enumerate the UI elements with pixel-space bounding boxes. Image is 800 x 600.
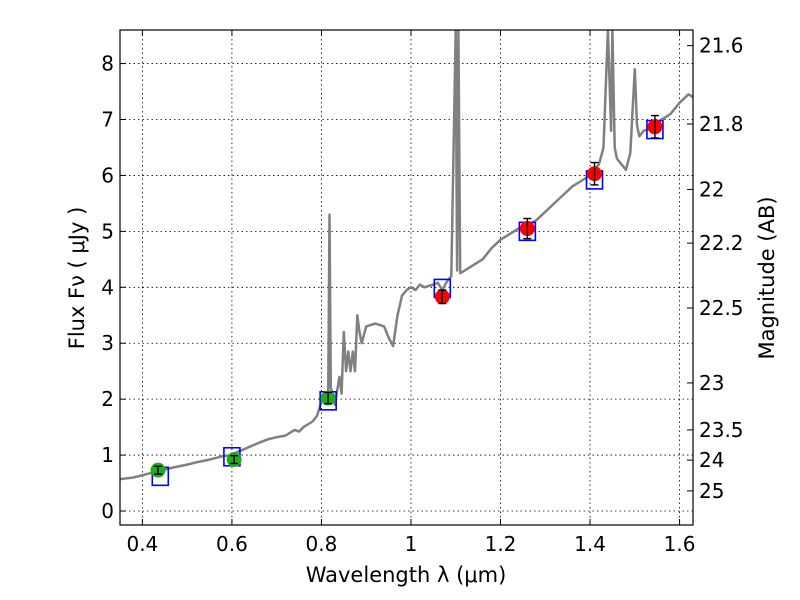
- y-axis-label: Flux Fν ( μJy ): [65, 207, 89, 350]
- data-layer: [120, 30, 693, 481]
- x-tick-label: 0.6: [216, 532, 248, 556]
- y-axis-right-label: Magnitude (AB): [755, 196, 779, 359]
- marker-layer: [150, 114, 664, 487]
- grid: [120, 30, 693, 525]
- x-axis-label: Wavelength λ (μm): [306, 563, 507, 587]
- x-tick-label: 0.4: [126, 532, 158, 556]
- right-tick-label: 23.5: [699, 418, 744, 442]
- y-tick-label: 1: [101, 443, 114, 467]
- right-tick-label: 22.2: [699, 231, 744, 255]
- y-tick-label: 4: [101, 275, 114, 299]
- right-tick-label: 22: [699, 177, 724, 201]
- right-tick-label: 21.8: [699, 112, 744, 136]
- x-tick-label: 0.8: [306, 532, 338, 556]
- right-tick-label: 23: [699, 371, 724, 395]
- y-tick-label: 6: [101, 163, 114, 187]
- spectrum-line: [120, 30, 693, 481]
- y-tick-label: 3: [101, 331, 114, 355]
- y-tick-label: 5: [101, 219, 114, 243]
- right-tick-label: 25: [699, 479, 724, 503]
- y-tick-label: 0: [101, 499, 114, 523]
- y-tick-label: 2: [101, 387, 114, 411]
- axes: 0.4 0.6 0.8 1 1.2 1.4 1.601234567821.621.82222…: [101, 30, 744, 556]
- right-tick-label: 22.5: [699, 296, 744, 320]
- x-tick-label: 1: [405, 532, 418, 556]
- y-tick-label: 8: [101, 52, 114, 76]
- x-tick-label: 1.4: [574, 532, 606, 556]
- y-tick-label: 7: [101, 107, 114, 131]
- plot-frame: [119, 29, 694, 526]
- right-tick-label: 24: [699, 448, 724, 472]
- x-tick-label: 1.2: [485, 532, 517, 556]
- right-tick-label: 21.6: [699, 34, 744, 58]
- x-tick-label: 1.6: [664, 532, 696, 556]
